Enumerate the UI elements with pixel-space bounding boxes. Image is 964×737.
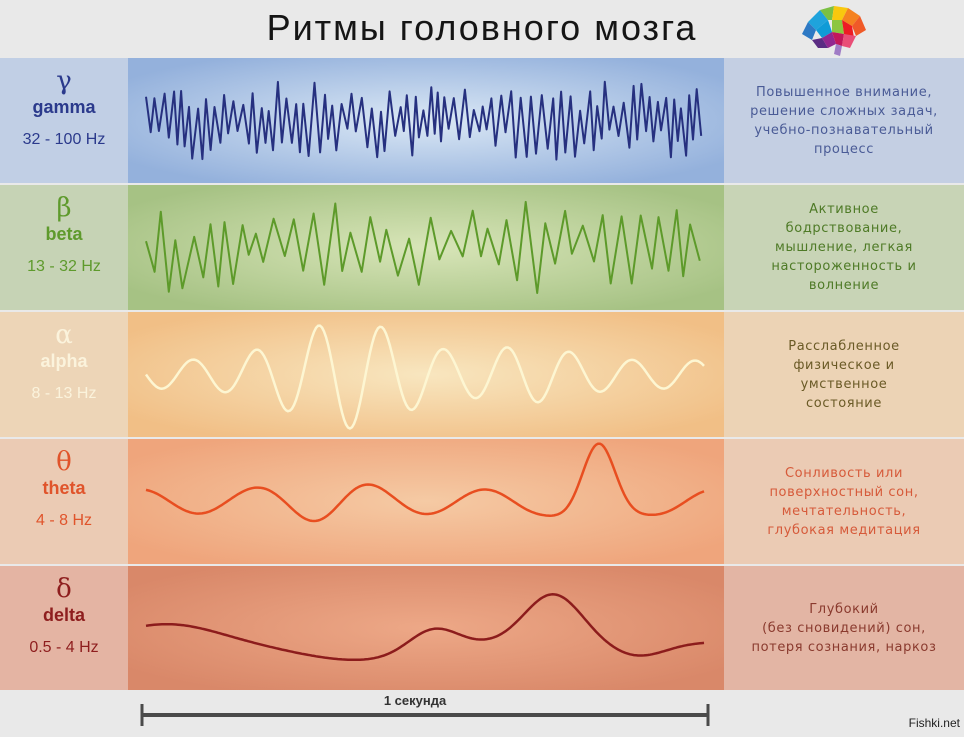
- waveform-panel: [128, 566, 724, 690]
- rhythm-description: Повышенное внимание, решение сложных зада…: [724, 58, 964, 183]
- description-line: умственное: [800, 376, 888, 392]
- waveform-panel: [128, 185, 724, 310]
- time-scale-bar: [140, 704, 710, 726]
- description-line: Сонливость или: [784, 465, 904, 481]
- description-line: учебно-познавательный: [754, 122, 934, 138]
- description-line: волнение: [808, 278, 880, 293]
- brain-icon: [802, 6, 866, 56]
- waveform-panel: [128, 439, 724, 564]
- rhythm-row-gamma: γ gamma 32 - 100 Hz Повышенное внимание, реш…: [0, 58, 964, 183]
- description-line: глубокая медитация: [767, 522, 921, 538]
- rhythm-label-panel: β beta 13 - 32 Hz: [0, 185, 128, 310]
- rhythm-row-beta: β beta 13 - 32 Hz Активное бодрствование, мыш…: [0, 185, 964, 310]
- description-line: потеря сознания, наркоз: [751, 639, 937, 655]
- waveform-line: [145, 593, 705, 662]
- rhythm-name: delta: [42, 605, 85, 625]
- greek-symbol: θ: [56, 447, 72, 477]
- rhythm-description: Сонливость или поверхностный сон, мечтател…: [724, 439, 964, 564]
- description-line: физическое и: [793, 357, 895, 373]
- description-line: решение сложных задач,: [750, 103, 938, 119]
- greek-symbol: γ: [56, 66, 72, 96]
- waveform-panel: [128, 312, 724, 437]
- watermark: Fishki.net: [908, 716, 960, 730]
- page-title: Ритмы головного мозга: [266, 7, 698, 48]
- rhythm-description: Расслабленное физическое и умственное состо…: [724, 312, 964, 437]
- frequency-range: 32 - 100 Hz: [22, 131, 106, 148]
- rhythm-name: alpha: [40, 351, 88, 371]
- greek-symbol: β: [56, 193, 72, 223]
- description-line: поверхностный сон,: [769, 484, 919, 500]
- greek-symbol: δ: [56, 574, 72, 604]
- rhythm-description: Активное бодрствование, мышление, легкая на…: [724, 185, 964, 310]
- rhythm-name: gamma: [32, 97, 96, 117]
- description-line: мышление, легкая: [775, 240, 913, 255]
- rhythm-row-alpha: α alpha 8 - 13 Hz Расслабленное физическое и…: [0, 312, 964, 437]
- waveform-delta: [145, 593, 705, 662]
- rhythm-row-theta: θ theta 4 - 8 Hz Сонливость или поверхностны…: [0, 439, 964, 564]
- greek-symbol: α: [55, 320, 73, 350]
- rhythm-label-panel: γ gamma 32 - 100 Hz: [0, 58, 128, 183]
- waveform-line: [145, 200, 701, 294]
- rhythm-description: Глубокий (без сновидений) сон, потеря созн…: [724, 566, 964, 690]
- frequency-range: 13 - 32 Hz: [27, 258, 101, 275]
- description-line: Повышенное внимание,: [755, 84, 933, 100]
- waveform-theta: [145, 442, 705, 523]
- rhythm-label-panel: θ theta 4 - 8 Hz: [0, 439, 128, 564]
- description-line: Глубокий: [809, 601, 879, 617]
- waveform-line: [145, 442, 705, 523]
- description-line: настороженность и: [771, 259, 917, 274]
- waveform-gamma: [145, 80, 703, 161]
- waveform-line: [144, 324, 705, 430]
- description-line: Расслабленное: [788, 338, 900, 354]
- rhythm-label-panel: α alpha 8 - 13 Hz: [0, 312, 128, 437]
- description-line: процесс: [813, 141, 875, 157]
- waveform-alpha: [144, 324, 705, 430]
- waveform-line: [145, 80, 703, 161]
- description-line: бодрствование,: [785, 221, 903, 236]
- rhythm-row-delta: δ delta 0.5 - 4 Hz Глубокий (без сновидений)…: [0, 566, 964, 690]
- waveform-panel: [128, 58, 724, 183]
- description-line: состояние: [806, 395, 882, 411]
- description-line: мечтательность,: [781, 503, 907, 519]
- frequency-range: 0.5 - 4 Hz: [29, 639, 99, 656]
- frequency-range: 8 - 13 Hz: [31, 385, 97, 402]
- rhythm-name: beta: [45, 224, 83, 244]
- description-line: Активное: [809, 202, 879, 217]
- frequency-range: 4 - 8 Hz: [35, 512, 92, 529]
- rhythm-name: theta: [42, 478, 86, 498]
- time-scale-label: 1 секунда: [383, 693, 447, 708]
- rhythm-label-panel: δ delta 0.5 - 4 Hz: [0, 566, 128, 690]
- waveform-beta: [145, 200, 701, 294]
- description-line: (без сновидений) сон,: [762, 620, 926, 636]
